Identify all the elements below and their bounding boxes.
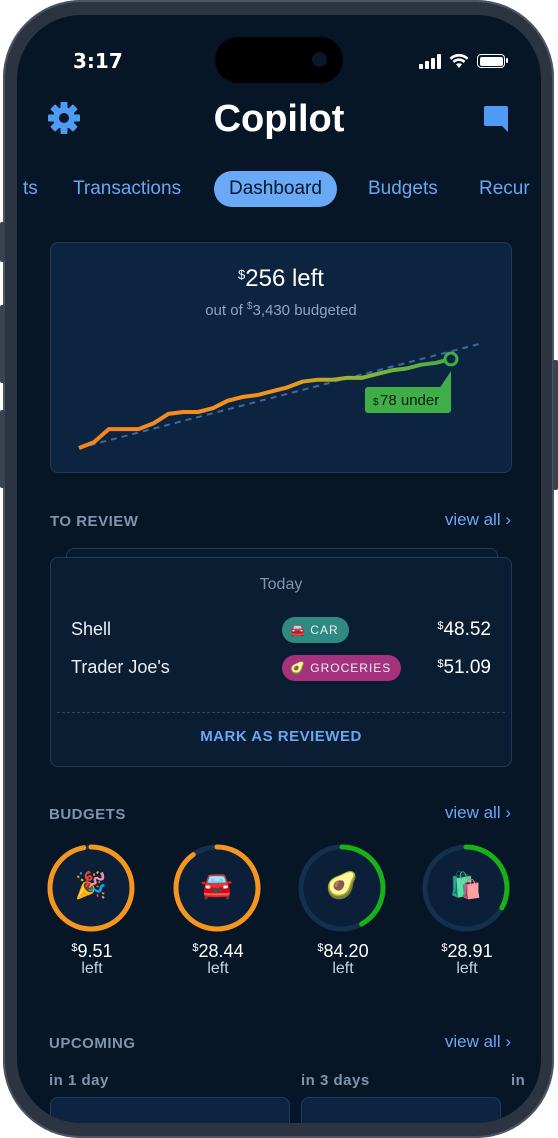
budget-left-label: left	[81, 960, 103, 977]
party-popper-icon: 🎉	[74, 871, 108, 901]
upcoming-group-label: in 1 day	[49, 1072, 109, 1089]
budget-item[interactable]: 🚘 $28.44 left	[172, 843, 264, 978]
ring-progress	[422, 844, 510, 932]
budget-ring: 🎉	[46, 843, 136, 933]
avocado-icon: 🥑	[325, 871, 359, 901]
car-icon: 🚘	[290, 623, 306, 637]
wifi-icon	[449, 53, 469, 68]
budgeted-total: out of $3,430 budgeted	[205, 301, 357, 319]
dynamic-island	[215, 37, 343, 83]
spending-summary-card[interactable]: $256 left out of $3,430 budgeted $ 78 un…	[50, 242, 512, 473]
tab-budgets[interactable]: Budgets	[368, 178, 438, 199]
tab-accounts[interactable]: ts	[23, 178, 38, 199]
budget-left-label: left	[456, 960, 478, 977]
volume-up-button	[0, 305, 5, 383]
signal-icon	[419, 53, 441, 69]
on-pace-line	[78, 342, 484, 449]
merchant-name: Trader Joe's	[71, 657, 170, 677]
budget-ring: 🛍️	[421, 843, 511, 933]
tab-transactions[interactable]: Transactions	[73, 178, 182, 199]
power-button	[553, 360, 558, 490]
budget-ring: 🚘	[172, 843, 262, 933]
upcoming-heading: UPCOMING	[49, 1035, 136, 1052]
transaction-amount: $48.52	[437, 619, 491, 640]
status-bar: 3:17	[17, 15, 541, 83]
divider	[57, 712, 505, 713]
budget-item[interactable]: 🎉 $9.51 left	[46, 843, 138, 978]
spending-chart: $ 78 under	[78, 342, 484, 450]
budget-ring: 🥑	[297, 843, 387, 933]
volume-down-button	[0, 410, 5, 488]
to-review-heading: TO REVIEW	[50, 513, 139, 530]
category-pill-car[interactable]: 🚘 CAR	[282, 617, 349, 643]
budget-left-label: left	[332, 960, 354, 977]
status-time: 3:17	[73, 49, 123, 73]
budget-amount: $28.44	[192, 941, 244, 961]
header: Copilot	[17, 95, 541, 145]
amount-left: $256 left	[238, 265, 324, 292]
action-button	[0, 222, 5, 262]
category-pill-groceries[interactable]: 🥑 GROCERIES	[282, 655, 402, 681]
budgets-view-all-link[interactable]: view all ›	[444, 803, 511, 822]
tab-recurring[interactable]: Recur	[479, 178, 530, 199]
under-budget-label: 78 under	[380, 392, 439, 409]
upcoming-view-all-link[interactable]: view all ›	[444, 1032, 511, 1051]
budget-amount: $9.51	[71, 941, 113, 961]
budgets-heading: BUDGETS	[49, 806, 126, 823]
review-date-label: Today	[259, 576, 303, 593]
upcoming-card[interactable]	[50, 1097, 290, 1123]
upcoming-group-label: in	[511, 1072, 526, 1089]
ring-progress	[298, 844, 386, 932]
tab-bar: ts Transactions Dashboard Budgets Recur	[17, 171, 541, 209]
review-card: Today Shell 🚘 CAR $48.52 Trader Joe's 🥑 …	[50, 557, 512, 767]
budget-amount: $28.91	[441, 941, 493, 961]
battery-icon	[477, 54, 508, 68]
upcoming-card[interactable]	[301, 1097, 501, 1123]
upcoming-group-label: in 3 days	[301, 1072, 370, 1089]
camera-icon	[312, 52, 327, 67]
app-title: Copilot	[213, 98, 345, 140]
car-icon: 🚘	[200, 871, 234, 901]
gear-icon[interactable]	[47, 101, 81, 135]
review-view-all-link[interactable]: view all ›	[444, 510, 511, 529]
current-spend-marker	[443, 351, 459, 367]
budget-left-label: left	[207, 960, 229, 977]
avocado-icon: 🥑	[290, 661, 306, 675]
ring-progress	[173, 844, 261, 932]
merchant-name: Shell	[71, 619, 112, 639]
mark-as-reviewed-button[interactable]: MARK AS REVIEWED	[200, 728, 362, 745]
chat-icon[interactable]	[483, 105, 509, 133]
budget-amount: $84.20	[317, 941, 369, 961]
ring-progress	[47, 844, 135, 932]
status-icons	[419, 53, 508, 69]
tab-dashboard[interactable]: Dashboard	[214, 171, 337, 207]
budget-item[interactable]: 🛍️ $28.91 left	[421, 843, 513, 978]
spending-line	[78, 357, 452, 450]
budget-item[interactable]: 🥑 $84.20 left	[297, 843, 389, 978]
transaction-amount: $51.09	[437, 657, 491, 678]
app-screen: 3:17	[17, 15, 541, 1123]
under-budget-badge: $ 78 under	[365, 371, 451, 413]
svg-text:$: $	[373, 397, 379, 408]
shopping-bags-icon: 🛍️	[449, 871, 483, 901]
